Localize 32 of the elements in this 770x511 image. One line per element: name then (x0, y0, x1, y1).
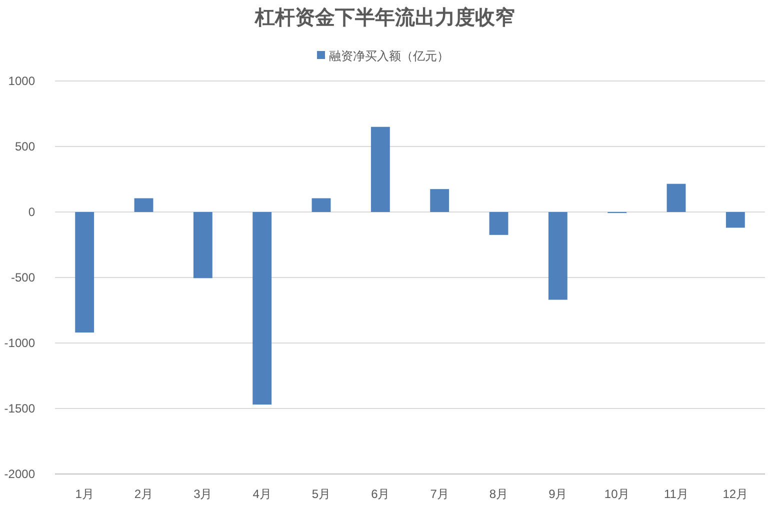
bar (726, 212, 745, 228)
bar (370, 126, 390, 212)
bar (312, 198, 331, 212)
bar (193, 212, 212, 278)
x-tick-label: 2月 (134, 487, 154, 501)
x-tick-label: 5月 (312, 487, 331, 501)
bar (666, 184, 686, 212)
x-tick-label: 6月 (371, 487, 390, 501)
x-tick-label: 1月 (75, 487, 94, 501)
y-tick-label: -1500 (4, 402, 36, 416)
x-tick-label: 10月 (604, 487, 630, 501)
bar (75, 212, 94, 333)
chart-title: 杠杆资金下半年流出力度收窄 (254, 6, 515, 29)
bar (252, 212, 272, 405)
bar (134, 198, 154, 212)
x-tick-label: 11月 (664, 487, 688, 501)
y-tick-label: 500 (14, 140, 36, 154)
x-tick-label: 3月 (194, 487, 212, 501)
x-tick-label: 8月 (489, 487, 508, 501)
bar (489, 212, 508, 235)
y-tick-label: -2000 (4, 467, 36, 481)
x-tick-label: 9月 (548, 487, 568, 501)
x-tick-label: 12月 (722, 487, 748, 501)
y-tick-label: 1000 (8, 74, 36, 88)
y-tick-label: -1000 (4, 336, 36, 350)
x-tick-label: 4月 (252, 487, 272, 501)
y-tick-label: -500 (10, 270, 36, 284)
bar (430, 189, 450, 212)
x-tick-label: 7月 (430, 487, 449, 501)
legend-label: 融资净买入额（亿元） (329, 49, 449, 63)
bar (548, 212, 568, 300)
y-tick-label: 0 (28, 205, 36, 219)
